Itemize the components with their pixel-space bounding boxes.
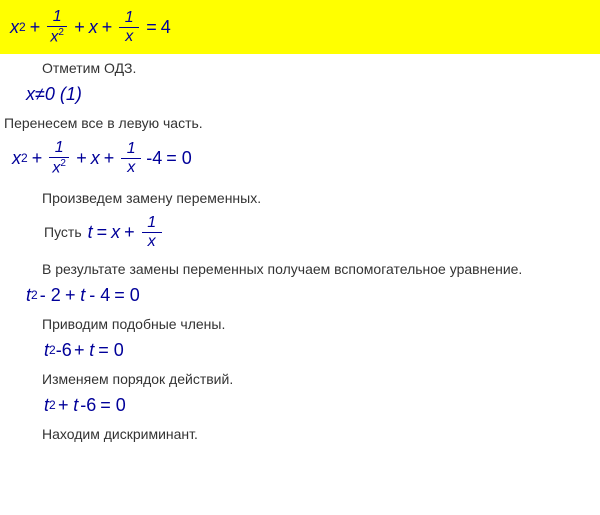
sub-eq: = [97, 222, 108, 243]
rhs-value: 4 [161, 17, 171, 38]
te3-c: -6 [80, 395, 96, 416]
equation-moved: x2+ 1x2 +x+ 1x -4 = 0 [12, 139, 196, 177]
te1-rhs: = 0 [114, 285, 140, 306]
original-equation-box: x2+ 1x2 +x+ 1x =4 [0, 0, 600, 54]
sub-var: t [88, 222, 93, 243]
te1-b: - 2 [40, 285, 61, 306]
t-equation-1: t2 - 2 + t - 4 = 0 [26, 285, 144, 306]
restriction: x≠0 (1) [26, 84, 82, 105]
let-label: Пусть [44, 224, 82, 240]
te2-c: + t [74, 340, 95, 361]
step-discriminant: Находим дискриминант. [0, 420, 600, 446]
step-reorder: Изменяем порядок действий. [0, 365, 600, 391]
te2-rhs: = 0 [98, 340, 124, 361]
step-odz: Отметим ОДЗ. [0, 54, 600, 80]
step-combine: Приводим подобные члены. [0, 310, 600, 336]
te3-b: + t [58, 395, 79, 416]
te1-c: + t [65, 285, 86, 306]
te3-pow: 2 [49, 398, 56, 412]
step-move-left: Перенесем все в левую часть. [0, 109, 600, 135]
substitution-def: Пусть t = x+ 1x [44, 214, 165, 251]
step-aux-equation: В результате замены переменных получаем … [0, 255, 600, 281]
t-equation-3: t2 + t -6 = 0 [44, 395, 130, 416]
te1-d: - 4 [89, 285, 110, 306]
const-moved: -4 [146, 148, 162, 169]
te2-b: -6 [56, 340, 72, 361]
te2-pow: 2 [49, 343, 56, 357]
equation-original: x2+ 1x2 +x+ 1x =4 [10, 8, 171, 46]
te3-rhs: = 0 [100, 395, 126, 416]
te1-pow: 2 [31, 288, 38, 302]
step-substitution: Произведем замену переменных. [0, 184, 600, 210]
rhs-moved: = 0 [166, 148, 192, 169]
t-equation-2: t2 -6 + t = 0 [44, 340, 128, 361]
